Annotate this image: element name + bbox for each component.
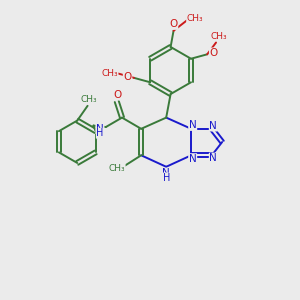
Text: H: H [96,128,103,138]
Text: CH₃: CH₃ [81,95,98,104]
Text: N: N [189,120,196,130]
Text: H: H [163,173,170,183]
Text: CH₃: CH₃ [101,69,118,78]
Text: O: O [123,72,132,82]
Text: CH₃: CH₃ [187,14,203,23]
Text: CH₃: CH₃ [108,164,125,173]
Text: N: N [209,153,217,163]
Text: N: N [96,124,104,134]
Text: N: N [162,168,170,178]
Text: N: N [209,121,217,131]
Text: O: O [210,48,218,58]
Text: O: O [113,90,122,100]
Text: O: O [169,19,178,29]
Text: N: N [189,154,196,164]
Text: CH₃: CH₃ [210,32,227,40]
